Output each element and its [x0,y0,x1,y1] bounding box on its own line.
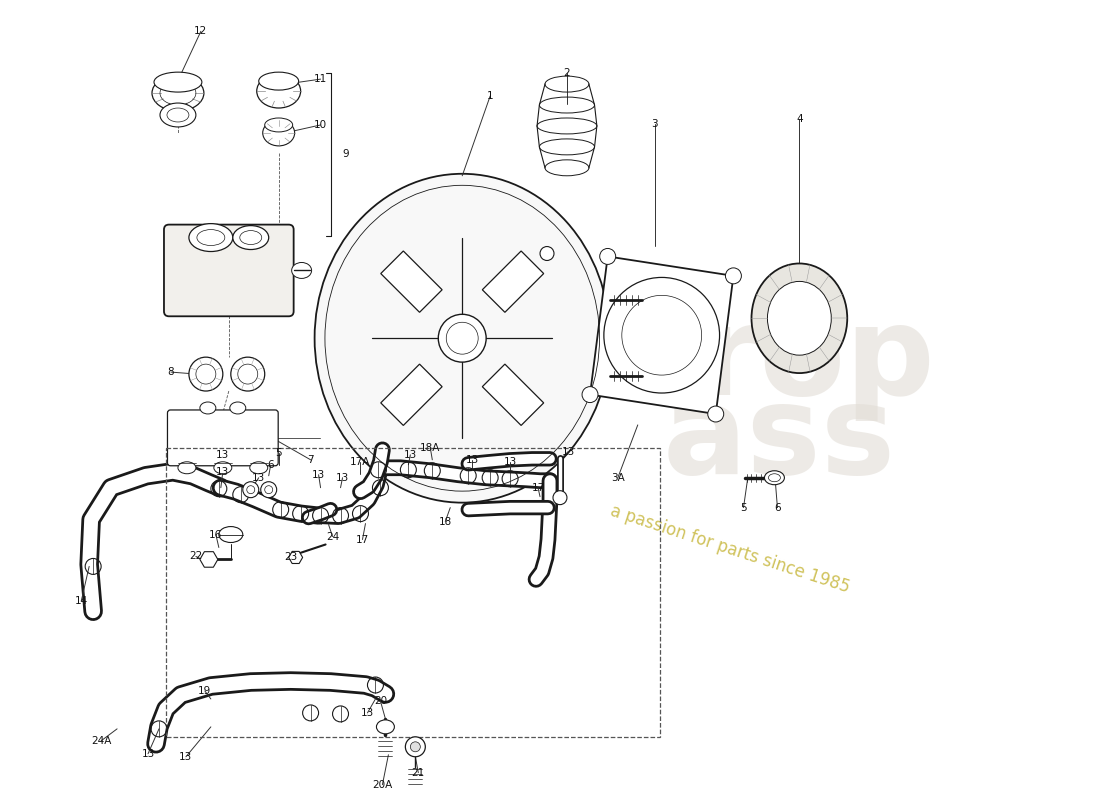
Text: ass: ass [663,379,896,500]
Text: 3A: 3A [610,473,625,482]
Text: 24: 24 [326,531,339,542]
Text: 17: 17 [355,534,370,545]
Ellipse shape [768,282,832,355]
Ellipse shape [200,402,216,414]
Text: 21: 21 [411,768,425,778]
Text: 13: 13 [361,708,374,718]
Text: 5: 5 [740,502,747,513]
Ellipse shape [263,120,295,146]
FancyBboxPatch shape [164,225,294,316]
Text: 13: 13 [404,450,417,460]
Ellipse shape [764,470,784,485]
Text: europ: europ [525,300,935,421]
Text: 19: 19 [198,686,211,696]
Text: 13: 13 [252,473,265,482]
Text: 17A: 17A [350,457,371,466]
Text: 7: 7 [307,454,314,465]
Text: 13: 13 [179,752,192,762]
Ellipse shape [231,357,265,391]
FancyBboxPatch shape [167,410,278,466]
Ellipse shape [292,262,311,278]
Text: 1: 1 [487,91,494,101]
Polygon shape [590,257,734,414]
Ellipse shape [189,224,233,251]
Text: 18: 18 [439,517,452,526]
Polygon shape [482,364,543,426]
Polygon shape [288,551,302,563]
Polygon shape [200,552,218,567]
Text: 6: 6 [774,502,781,513]
Text: 20: 20 [374,696,387,706]
Text: a passion for parts since 1985: a passion for parts since 1985 [607,502,851,597]
Ellipse shape [160,103,196,127]
Ellipse shape [219,526,243,542]
Ellipse shape [751,263,847,373]
Text: 17: 17 [531,482,544,493]
Text: 13: 13 [312,470,326,480]
Circle shape [553,490,566,505]
Ellipse shape [261,482,277,498]
Text: 8: 8 [167,367,174,377]
Ellipse shape [230,402,245,414]
Text: 11: 11 [314,74,327,84]
Circle shape [725,268,741,284]
Text: 10: 10 [314,120,327,130]
Ellipse shape [213,462,232,474]
Text: 18A: 18A [420,443,440,453]
Ellipse shape [154,72,202,92]
Ellipse shape [243,482,258,498]
Text: 13: 13 [561,447,574,457]
Text: 9: 9 [342,149,349,159]
Ellipse shape [152,75,204,111]
Polygon shape [381,364,442,426]
Text: 24A: 24A [91,736,111,746]
Ellipse shape [265,118,293,132]
Ellipse shape [258,72,298,90]
Text: 13: 13 [465,454,478,465]
Text: 13: 13 [142,749,155,758]
Bar [166,448,660,737]
Text: 4: 4 [796,114,803,124]
Ellipse shape [233,226,268,250]
Text: 2: 2 [563,68,570,78]
Text: 22: 22 [189,551,202,562]
Text: 3: 3 [651,119,658,129]
Circle shape [707,406,724,422]
Text: 12: 12 [195,26,208,36]
Text: 13: 13 [336,473,349,482]
Text: 6: 6 [267,460,274,470]
Ellipse shape [256,74,300,108]
Text: 13: 13 [217,450,230,460]
Circle shape [406,737,426,757]
Text: 14: 14 [75,596,88,606]
Circle shape [438,314,486,362]
Text: 5: 5 [275,448,282,458]
Polygon shape [381,251,442,312]
Ellipse shape [250,462,267,474]
Text: 13: 13 [217,466,230,477]
Ellipse shape [376,720,395,734]
Circle shape [410,742,420,752]
Ellipse shape [178,462,196,474]
Circle shape [582,386,598,402]
Text: 13: 13 [504,457,517,466]
Text: 16: 16 [209,530,222,539]
Ellipse shape [315,174,609,502]
Circle shape [600,249,616,265]
Text: 23: 23 [284,553,297,562]
Ellipse shape [189,357,223,391]
Polygon shape [482,251,543,312]
Text: 20A: 20A [372,780,393,790]
Circle shape [540,246,554,261]
